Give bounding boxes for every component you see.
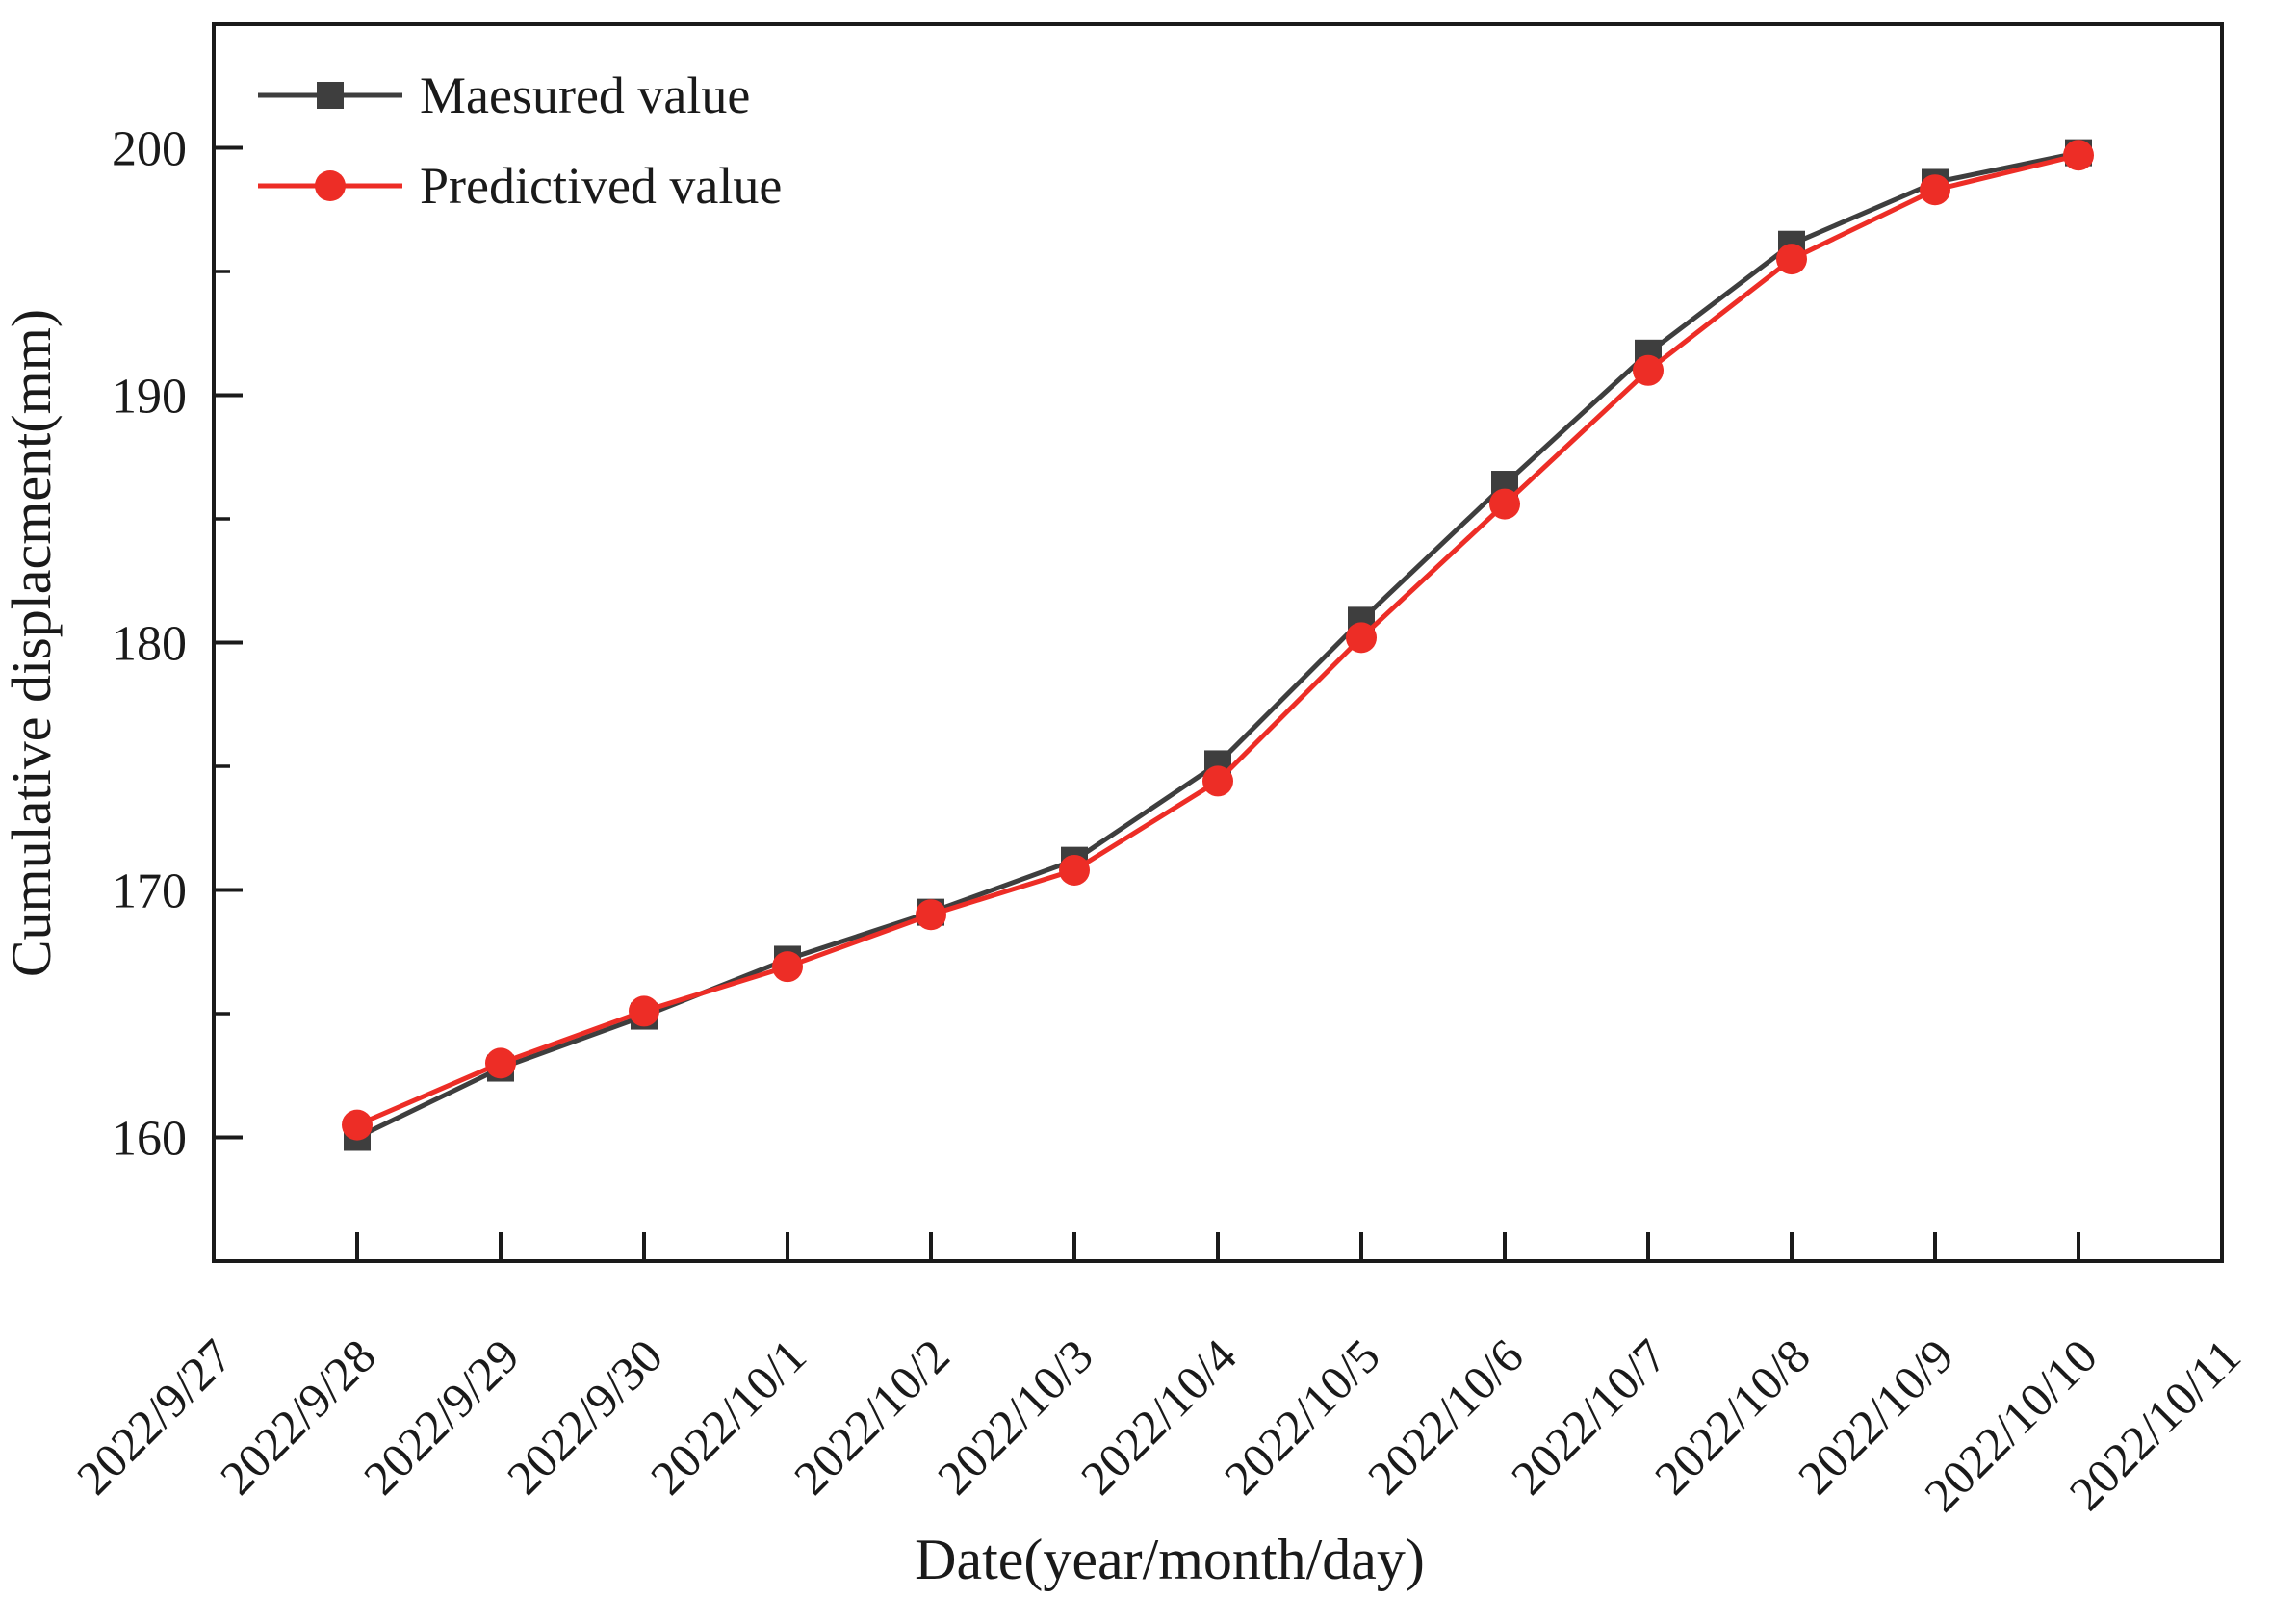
x-tick-label: 2022/10/2 xyxy=(784,1328,960,1505)
x-tick-label: 2022/9/29 xyxy=(353,1328,529,1505)
predicted-point-marker xyxy=(1346,622,1377,654)
predicted-point-marker xyxy=(1920,174,1950,206)
x-tick-label: 2022/10/1 xyxy=(640,1328,816,1505)
legend-square-marker-icon xyxy=(317,82,344,109)
y-axis-title: Cumulative displacment(mm) xyxy=(0,309,63,977)
predicted-point-marker xyxy=(342,1109,373,1141)
x-tick-label: 2022/10/4 xyxy=(1071,1328,1247,1505)
predicted-point-marker xyxy=(485,1047,516,1079)
predicted-point-marker xyxy=(1489,488,1520,520)
legend-label-measured: Maesured value xyxy=(420,66,750,124)
x-tick-label: 2022/10/7 xyxy=(1501,1328,1677,1505)
x-axis-title: Date(year/month/day) xyxy=(915,1528,1425,1591)
predicted-point-marker xyxy=(629,995,659,1027)
x-tick-label: 2022/10/3 xyxy=(927,1328,1103,1505)
y-tick-label: 170 xyxy=(112,864,187,919)
predicted-point-marker xyxy=(1202,765,1233,797)
predicted-point-marker xyxy=(1633,354,1664,386)
x-tick-label: 2022/9/28 xyxy=(210,1328,386,1505)
legend-item: Maesured value xyxy=(258,66,750,124)
x-tick-label: 2022/9/30 xyxy=(497,1328,673,1505)
y-tick-label: 180 xyxy=(112,617,187,672)
x-tick-label: 2022/10/8 xyxy=(1644,1328,1820,1505)
legend: Maesured value Predictived value xyxy=(258,66,782,215)
predicted-point-marker xyxy=(772,951,803,983)
x-tick-label: 2022/10/6 xyxy=(1357,1328,1534,1505)
chart-content: 1601701801902002022/9/272022/9/282022/9/… xyxy=(66,122,2251,1522)
predicted-line xyxy=(356,152,2079,1127)
legend-label-predicted: Predictived value xyxy=(420,157,782,215)
y-tick-label: 190 xyxy=(112,370,187,425)
y-tick-label: 160 xyxy=(112,1112,187,1167)
x-tick-label: 2022/10/5 xyxy=(1214,1328,1390,1505)
predicted-point-marker xyxy=(1059,854,1090,886)
legend-circle-marker-icon xyxy=(315,170,346,201)
y-tick-label: 200 xyxy=(112,122,187,177)
predicted-point-marker xyxy=(1776,244,1807,275)
legend-item: Predictived value xyxy=(258,157,782,215)
measured-line xyxy=(355,150,2079,1140)
predicted-point-marker xyxy=(916,899,946,931)
predicted-point-marker xyxy=(2063,140,2094,171)
x-tick-label: 2022/9/27 xyxy=(66,1328,243,1505)
